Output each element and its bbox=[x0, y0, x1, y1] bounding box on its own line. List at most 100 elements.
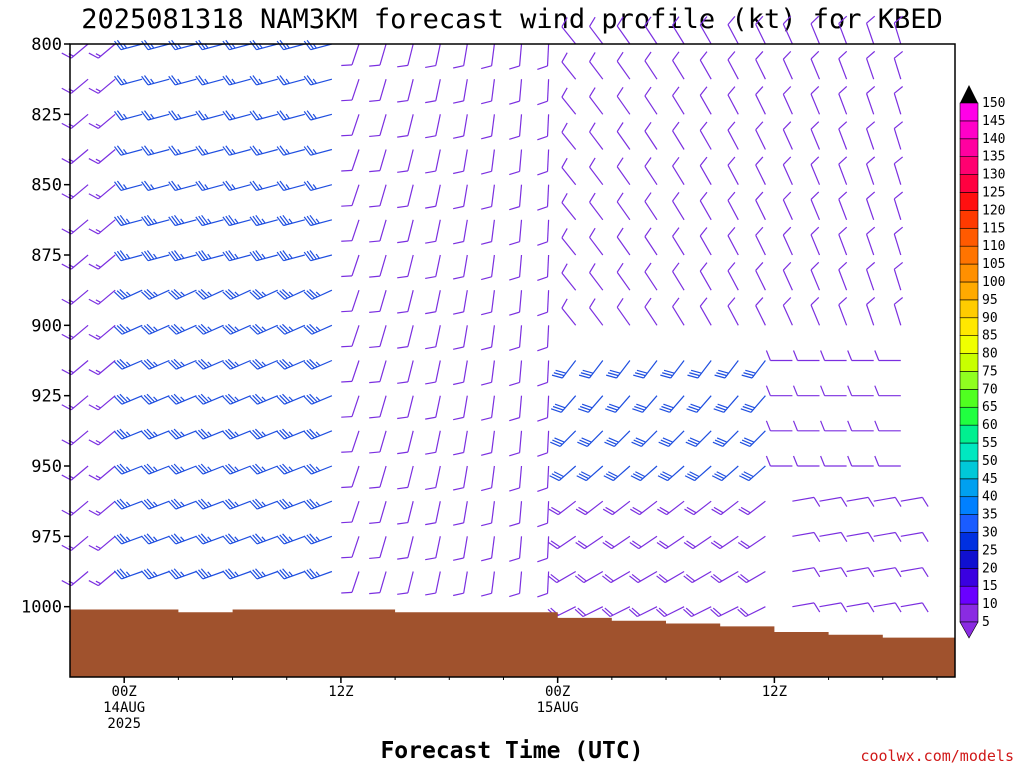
barb-full bbox=[222, 216, 230, 226]
x-tick-label: 00Z bbox=[112, 684, 137, 700]
barb-full bbox=[170, 394, 180, 404]
barb-full bbox=[840, 602, 848, 613]
barb-full bbox=[792, 420, 799, 432]
barb-shaft bbox=[810, 164, 821, 185]
barb-shaft bbox=[838, 23, 848, 45]
barb-full bbox=[198, 110, 206, 120]
barb-shaft bbox=[699, 200, 712, 221]
barb-half bbox=[177, 184, 182, 190]
wind-barb bbox=[727, 297, 739, 326]
barb-shaft bbox=[585, 465, 604, 482]
wind-barb bbox=[88, 113, 116, 129]
barb-full bbox=[141, 146, 149, 156]
wind-barb bbox=[453, 536, 468, 561]
wind-barb bbox=[792, 385, 820, 397]
barb-shaft bbox=[792, 602, 815, 608]
wind-barb bbox=[900, 531, 929, 542]
barb-full bbox=[537, 241, 548, 246]
barb-full bbox=[813, 567, 821, 578]
wind-barb bbox=[660, 360, 685, 379]
barb-full bbox=[252, 290, 261, 299]
barb-full bbox=[589, 227, 596, 238]
barb-full bbox=[741, 374, 753, 379]
barb-full bbox=[644, 51, 652, 62]
barb-full bbox=[282, 533, 291, 543]
barb-shaft bbox=[379, 536, 387, 558]
barb-shaft bbox=[202, 535, 224, 545]
barb-half bbox=[261, 253, 266, 259]
barb-shaft bbox=[893, 198, 902, 220]
wind-barb bbox=[672, 297, 685, 326]
barb-full bbox=[561, 17, 568, 28]
barb-full bbox=[341, 169, 353, 172]
barb-shaft bbox=[407, 395, 414, 418]
barb-full bbox=[689, 437, 701, 443]
barb-shaft bbox=[491, 395, 495, 418]
barb-full bbox=[838, 261, 848, 271]
barb-full bbox=[609, 403, 620, 409]
barb-full bbox=[88, 369, 99, 376]
wind-barb bbox=[168, 250, 197, 262]
barb-shaft bbox=[491, 290, 495, 313]
barb-shaft bbox=[561, 237, 577, 256]
barb-full bbox=[616, 51, 624, 62]
barb-half bbox=[231, 148, 236, 155]
barb-full bbox=[397, 205, 408, 209]
barb-full bbox=[195, 430, 204, 440]
barb-full bbox=[276, 570, 285, 580]
wind-barb bbox=[509, 395, 523, 422]
barb-full bbox=[425, 557, 436, 561]
wind-barb bbox=[453, 114, 468, 139]
barb-full bbox=[659, 473, 671, 480]
colorbar-label: 130 bbox=[982, 168, 1005, 183]
barb-full bbox=[866, 261, 876, 270]
barb-shaft bbox=[97, 219, 116, 235]
barb-shaft bbox=[70, 465, 89, 481]
barb-full bbox=[765, 420, 771, 432]
barb-full bbox=[173, 358, 183, 368]
wind-barb bbox=[550, 395, 577, 413]
barb-full bbox=[755, 262, 764, 271]
barb-full bbox=[554, 437, 565, 443]
barb-shaft bbox=[616, 131, 631, 150]
wind-barb bbox=[481, 290, 495, 316]
barb-full bbox=[141, 326, 150, 335]
barb-full bbox=[537, 452, 548, 457]
wind-barb bbox=[195, 393, 224, 405]
barb-shaft bbox=[893, 269, 902, 291]
barb-full bbox=[279, 534, 288, 544]
barb-shaft bbox=[616, 95, 631, 115]
barb-shaft bbox=[644, 130, 658, 150]
barb-shaft bbox=[257, 324, 278, 335]
wind-barb bbox=[397, 290, 414, 314]
barb-half bbox=[95, 158, 101, 163]
barb-shaft bbox=[727, 24, 739, 45]
wind-barb bbox=[893, 226, 904, 256]
credit-link[interactable]: coolwx.com/models bbox=[860, 747, 1014, 765]
barb-full bbox=[306, 499, 315, 509]
barb-shaft bbox=[865, 269, 875, 291]
wind-barb bbox=[792, 567, 821, 578]
barb-full bbox=[369, 592, 380, 595]
barb-full bbox=[282, 428, 291, 438]
wind-barb bbox=[425, 395, 441, 420]
barb-full bbox=[170, 534, 180, 544]
barb-shaft bbox=[435, 184, 441, 207]
barb-shaft bbox=[782, 94, 793, 115]
wind-barb bbox=[369, 430, 387, 454]
barb-full bbox=[866, 156, 876, 165]
barb-full bbox=[369, 310, 380, 313]
barb-full bbox=[303, 535, 312, 545]
barb-half bbox=[180, 466, 185, 472]
barb-shaft bbox=[642, 395, 658, 413]
barb-shaft bbox=[672, 200, 685, 221]
barb-full bbox=[195, 291, 204, 300]
wind-barb bbox=[303, 498, 333, 510]
barb-full bbox=[222, 465, 231, 475]
wind-barb bbox=[168, 533, 197, 545]
x-axis-title: Forecast Time (UTC) bbox=[380, 738, 643, 764]
barb-shaft bbox=[407, 79, 414, 101]
barb-shaft bbox=[727, 59, 739, 80]
wind-barb bbox=[425, 184, 441, 209]
barb-shaft bbox=[561, 272, 577, 291]
